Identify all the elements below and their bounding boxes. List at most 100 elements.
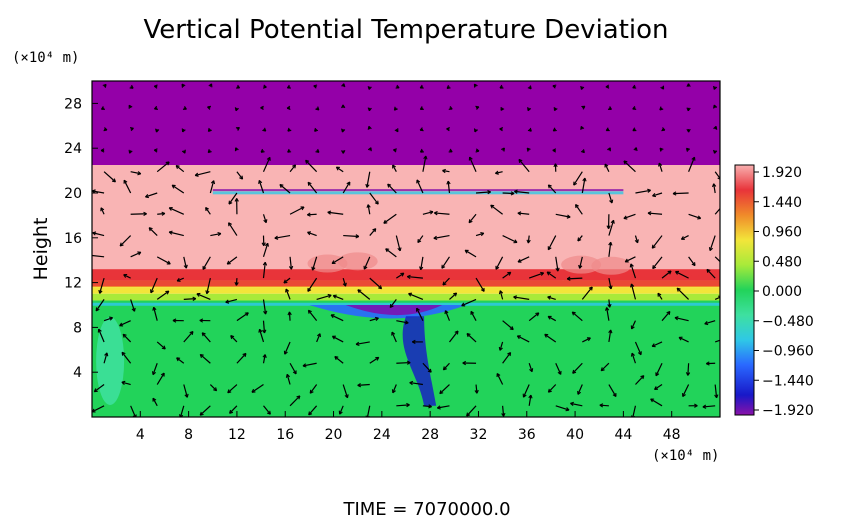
wind-arrow (308, 405, 318, 416)
wind-arrow (130, 211, 147, 217)
wind-arrow (604, 163, 610, 172)
wind-arrow (286, 105, 291, 111)
wind-arrow (711, 183, 717, 194)
plot-frame (91, 80, 721, 418)
wind-arrow (575, 204, 583, 215)
cloud-puff-1 (337, 252, 378, 271)
wind-arrow (396, 272, 405, 279)
wind-arrow (369, 316, 379, 322)
heatmap-band-0 (92, 81, 720, 165)
wind-arrow (651, 341, 663, 348)
y-axis-unit: (×10⁴ m) (12, 50, 79, 66)
wind-arrow (183, 296, 197, 301)
wind-arrow (555, 256, 560, 272)
wind-arrow (157, 211, 166, 216)
wind-arrow (475, 148, 480, 153)
wind-arrow (581, 105, 586, 110)
wind-arrow (553, 163, 558, 172)
wind-arrow (527, 107, 532, 112)
wind-arrow (502, 320, 514, 331)
wind-arrow (208, 83, 213, 88)
wind-arrow (309, 384, 318, 394)
wind-arrow (93, 384, 105, 393)
wind-arrow (660, 85, 665, 90)
wind-arrow (341, 104, 346, 109)
wind-arrow (341, 150, 346, 154)
wind-arrow (393, 106, 398, 111)
wind-arrow (442, 168, 450, 174)
wind-arrow (527, 85, 532, 90)
wind-arrow (261, 235, 266, 247)
wind-arrow (128, 104, 133, 109)
wind-arrow (448, 148, 453, 153)
wind-arrow (686, 83, 691, 87)
wind-arrow (502, 191, 515, 196)
wind-arrow (102, 83, 107, 88)
wind-arrow (225, 298, 238, 304)
wind-arrow (103, 352, 109, 364)
wind-arrow (327, 210, 344, 215)
wind-arrow (182, 106, 187, 110)
y-tick-label: 24 (64, 141, 82, 157)
wind-arrow (436, 405, 450, 410)
wind-arrow (207, 127, 212, 132)
wind-arrow (151, 363, 158, 376)
wind-arrow (607, 147, 611, 152)
wind-arrow (411, 339, 423, 345)
wind-arrow (527, 127, 532, 132)
wind-arrow (181, 149, 186, 154)
wind-arrow (262, 156, 271, 172)
wind-arrow (605, 84, 610, 89)
wind-arrow (495, 256, 504, 270)
wind-arrow (176, 357, 185, 364)
wind-arrow (496, 373, 504, 385)
wind-arrow (236, 84, 241, 89)
wind-arrow (607, 106, 612, 110)
heatmap-band-4 (92, 287, 720, 294)
wind-arrow (708, 235, 716, 252)
wind-arrow (283, 277, 291, 284)
wind-arrow (578, 256, 583, 269)
wind-arrow (672, 191, 689, 196)
wind-arrow (103, 127, 108, 132)
wind-arrow (209, 384, 218, 392)
wind-arrow (476, 189, 491, 195)
wind-arrow (369, 356, 380, 364)
wind-arrow (199, 318, 211, 323)
wind-arrow (547, 184, 557, 194)
wind-arrow (444, 310, 451, 321)
wind-arrow (608, 219, 615, 236)
wind-arrow (201, 332, 211, 343)
y-tick-label: 4 (73, 365, 82, 381)
wind-arrow (367, 86, 372, 90)
wind-arrow (522, 384, 530, 398)
wind-arrow (369, 192, 379, 205)
wind-arrow (633, 147, 638, 152)
wind-arrow (251, 384, 264, 393)
colorbar-tick-label: −1.440 (762, 373, 814, 389)
wind-arrow (647, 211, 663, 216)
wind-arrow (688, 403, 698, 408)
wind-arrow (389, 299, 397, 308)
colorbar-tick-label: −0.480 (762, 314, 814, 330)
wind-arrow (468, 213, 477, 224)
wind-arrow (572, 362, 583, 374)
wind-arrow (605, 127, 610, 132)
wind-arrow (287, 148, 292, 153)
heatmap-field (92, 81, 720, 417)
wind-arrow (577, 384, 583, 395)
wind-arrow (283, 341, 291, 355)
wind-arrow (555, 405, 570, 412)
wind-arrow (357, 289, 371, 300)
wind-arrow (528, 394, 533, 406)
wind-arrow (235, 126, 240, 131)
wind-arrow (702, 404, 716, 409)
colorbar-ticks: 1.920 1.440 0.960 0.480 0.000 −0.480 −0.960 −1.… (754, 165, 814, 419)
wind-arrow (342, 181, 351, 194)
inversion-ridge (92, 271, 720, 286)
wind-arrow (502, 352, 512, 364)
wind-arrow (657, 292, 663, 300)
wind-arrow (634, 235, 639, 244)
wind-arrow (228, 222, 238, 236)
wind-arrow (229, 405, 238, 414)
